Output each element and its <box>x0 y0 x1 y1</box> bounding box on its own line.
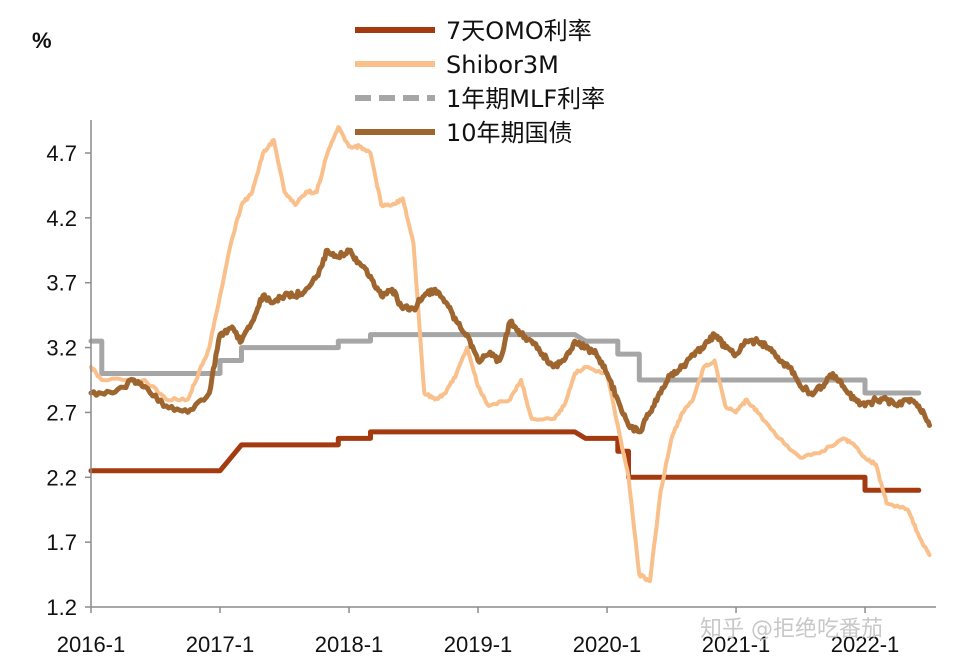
y-unit-label: % <box>32 28 52 53</box>
legend-label-10: 10年期国债 <box>446 119 573 147</box>
legend: 7天OMO利率 Shibor3M 1年期MLF利率 10年期国债 <box>355 17 605 147</box>
y-tick-label: 1.7 <box>46 530 77 555</box>
x-tick-label: 2017-1 <box>186 632 255 657</box>
y-tick-label: 1.2 <box>46 595 77 620</box>
y-tick-label: 4.7 <box>46 141 77 166</box>
legend-label-1-mlf: 1年期MLF利率 <box>446 85 605 113</box>
x-tick-label: 2018-1 <box>315 632 384 657</box>
series-line-10 <box>88 247 932 435</box>
y-tick-label: 2.7 <box>46 400 77 425</box>
y-tick-label: 3.7 <box>46 271 77 296</box>
legend-label-shibor3m: Shibor3M <box>446 51 559 79</box>
y-tick-label: 3.2 <box>46 336 77 361</box>
axes: 1.2 1.7 2.2 2.7 3.2 3.7 4.2 4.7 2016-1 2017-1 2018… <box>46 120 936 657</box>
x-tick-label: 2020-1 <box>573 632 642 657</box>
x-tick-label: 2016-1 <box>57 632 126 657</box>
x-tick-label: 2022-1 <box>831 632 900 657</box>
y-tick-label: 4.2 <box>46 206 77 231</box>
series-line-7-omo <box>88 429 922 493</box>
series-line-shibor3m <box>89 125 932 584</box>
x-tick-label: 2019-1 <box>444 632 513 657</box>
watermark: 知乎 @拒绝吃番茄 <box>700 617 883 642</box>
series-line-1-mlf <box>88 332 922 396</box>
y-tick-label: 2.2 <box>46 465 77 490</box>
x-tick-label: 2021-1 <box>702 632 771 657</box>
plot-series <box>88 125 932 584</box>
legend-label-7-omo: 7天OMO利率 <box>446 17 592 45</box>
